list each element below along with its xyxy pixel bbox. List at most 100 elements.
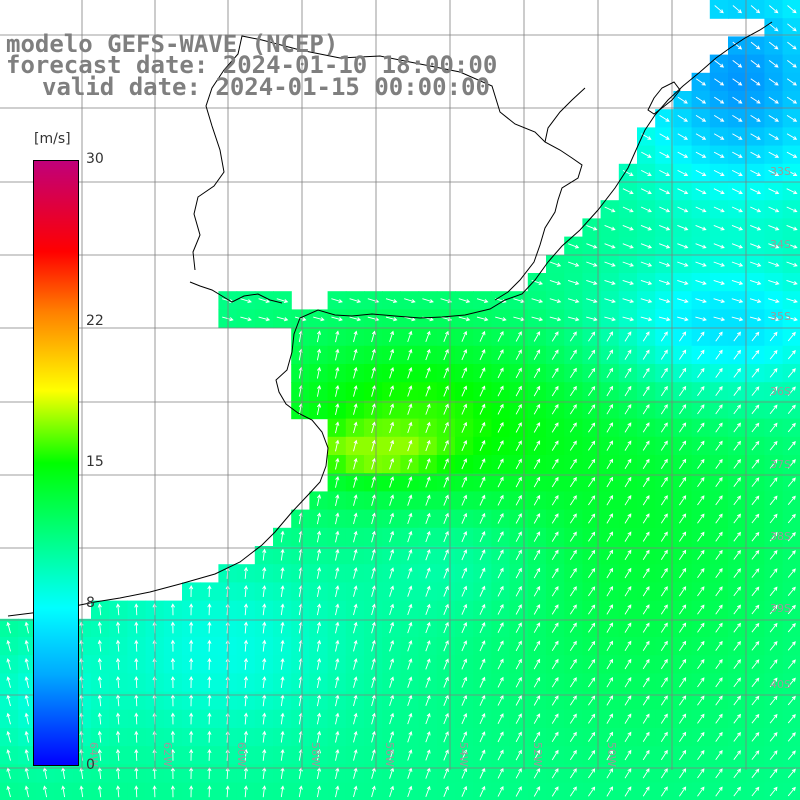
wind-vector	[787, 41, 797, 50]
wind-vector	[407, 621, 413, 634]
wind-vector	[115, 748, 121, 761]
wind-vector	[335, 439, 340, 452]
wind-vector	[731, 224, 744, 231]
wind-vector	[604, 206, 616, 213]
wind-vector	[243, 585, 249, 598]
wind-vector	[461, 403, 468, 415]
wind-vector	[551, 713, 559, 724]
wind-vector	[243, 712, 249, 725]
wind-vector	[207, 621, 212, 634]
wind-vector	[479, 330, 486, 342]
wind-vector	[642, 331, 650, 342]
wind-vector	[316, 639, 322, 652]
wind-vector	[6, 639, 11, 652]
wind-vector	[715, 786, 723, 797]
wind-vector	[697, 513, 705, 524]
wind-vector	[751, 531, 760, 542]
wind-vector	[425, 731, 431, 743]
wind-vector	[786, 169, 798, 176]
wind-speed-cell	[782, 72, 800, 92]
wind-vector	[134, 712, 139, 725]
wind-vector	[659, 224, 671, 231]
wind-vector	[750, 5, 761, 14]
wind-vector	[697, 768, 705, 779]
wind-vector	[642, 768, 650, 779]
wind-vector	[679, 713, 687, 724]
wind-vector	[134, 621, 139, 634]
wind-vector	[551, 440, 559, 451]
wind-vector	[768, 206, 780, 213]
wind-vector	[569, 440, 577, 451]
wind-vector	[568, 243, 580, 249]
wind-vector	[751, 568, 760, 578]
wind-vector	[751, 695, 760, 706]
wind-vector	[461, 440, 468, 452]
wind-vector	[732, 151, 743, 158]
wind-vector	[604, 224, 616, 231]
wind-vector	[533, 676, 541, 688]
wind-vector	[262, 712, 267, 725]
wind-vector	[152, 785, 157, 798]
wind-vector	[677, 151, 689, 158]
wind-vector	[569, 640, 577, 651]
wind-vector	[353, 548, 358, 561]
wind-vector	[389, 731, 395, 743]
wind-vector	[658, 298, 671, 304]
wind-vector	[733, 568, 741, 578]
wind-vector	[660, 640, 668, 651]
wind-vector	[425, 694, 431, 706]
wind-vector	[697, 349, 705, 360]
wind-vector	[425, 567, 431, 579]
wind-vector	[389, 421, 395, 434]
wind-vector	[715, 640, 723, 651]
wind-vector	[551, 786, 559, 797]
wind-vector	[624, 749, 632, 761]
wind-vector	[586, 243, 598, 249]
wind-vector	[714, 5, 724, 14]
wind-vector	[389, 785, 395, 798]
wind-vector	[679, 531, 687, 542]
wind-vector	[679, 513, 687, 524]
wind-vector	[479, 421, 486, 433]
wind-speed-cell	[782, 54, 800, 74]
wind-vector	[679, 458, 687, 469]
wind-vector	[715, 404, 723, 415]
title-model: modelo GEFS-WAVE (NCEP)	[6, 30, 339, 58]
wind-vector	[751, 586, 760, 597]
wind-vector	[679, 786, 687, 797]
wind-vector	[533, 349, 541, 360]
wind-vector	[371, 385, 376, 397]
wind-vector	[624, 658, 632, 670]
wind-vector	[385, 316, 398, 322]
wind-vector	[715, 713, 723, 724]
wind-vector	[497, 585, 504, 597]
wind-vector	[695, 224, 707, 231]
wind-vector	[479, 676, 486, 688]
wind-vector	[640, 243, 653, 249]
wind-vector	[207, 657, 212, 670]
wind-vector	[713, 115, 725, 122]
wind-vector	[624, 604, 632, 615]
wind-vector	[385, 298, 398, 304]
wind-vector	[371, 512, 376, 525]
wind-vector	[497, 785, 504, 797]
wind-vector	[677, 188, 689, 195]
wind-vector	[787, 550, 796, 560]
wind-vector	[640, 188, 652, 195]
wind-vector	[769, 677, 778, 688]
wind-vector	[316, 748, 322, 761]
wind-vector	[479, 585, 486, 597]
wind-vector	[588, 640, 596, 651]
wind-vector	[335, 348, 340, 361]
wind-vector	[787, 459, 796, 469]
wind-vector	[243, 730, 249, 743]
wind-vector	[732, 41, 743, 50]
wind-vector	[262, 566, 267, 579]
wind-vector	[715, 695, 723, 706]
wind-vector	[425, 603, 431, 615]
wind-vector	[769, 641, 778, 651]
wind-vector	[642, 713, 650, 724]
wind-vector	[624, 567, 632, 579]
wind-vector	[660, 349, 668, 360]
